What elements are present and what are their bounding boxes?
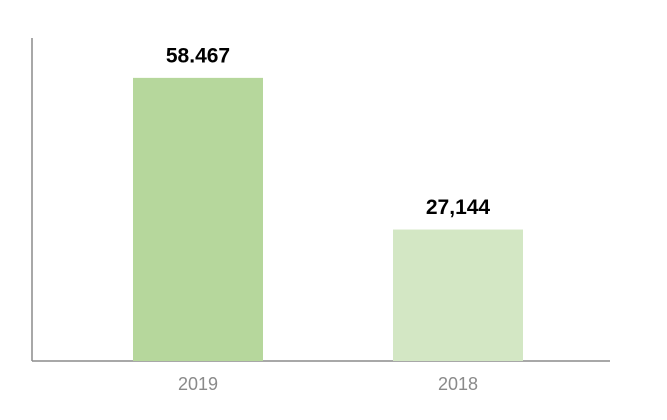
x-tick-label: 2019 bbox=[178, 374, 218, 394]
bar bbox=[133, 77, 263, 361]
value-label: 27,144 bbox=[426, 196, 491, 219]
value-label: 58.467 bbox=[166, 44, 230, 67]
x-tick-label: 2018 bbox=[438, 374, 478, 394]
bar bbox=[393, 229, 523, 361]
